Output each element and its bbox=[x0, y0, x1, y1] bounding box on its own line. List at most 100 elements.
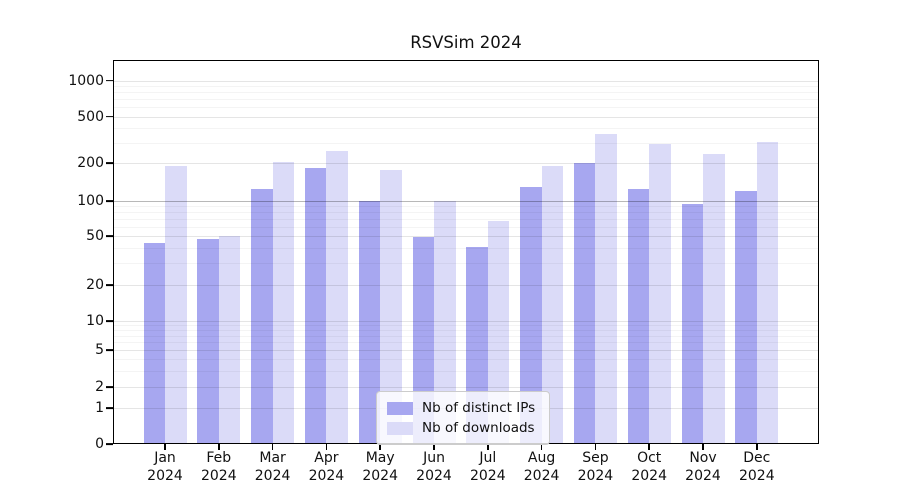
y-tick-label: 2 bbox=[95, 379, 104, 395]
major-gridline bbox=[113, 80, 819, 82]
minor-gridline bbox=[113, 99, 819, 101]
y-tick-mark bbox=[106, 349, 113, 351]
bar-may-distinct-ips bbox=[358, 201, 381, 444]
x-tick-label-may: May 2024 bbox=[345, 450, 415, 485]
bar-jun-downloads bbox=[434, 201, 456, 444]
minor-gridline bbox=[113, 325, 819, 327]
bar-jan-downloads bbox=[165, 166, 187, 444]
minor-gridline bbox=[113, 359, 819, 360]
y-tick-label: 500 bbox=[77, 108, 104, 125]
x-tick-year: 2024 bbox=[362, 467, 398, 484]
bar-jan-distinct-ips bbox=[143, 242, 165, 444]
major-gridline bbox=[113, 163, 819, 165]
bar-aug-downloads bbox=[541, 166, 564, 444]
minor-gridline bbox=[113, 342, 819, 344]
major-gridline bbox=[113, 116, 819, 118]
y-tick-mark bbox=[106, 386, 113, 388]
y-tick-mark bbox=[106, 235, 113, 237]
x-tick-mark bbox=[702, 444, 704, 450]
y-tick-label: 20 bbox=[86, 277, 104, 293]
y-tick-label: 200 bbox=[77, 155, 104, 172]
x-tick-mark bbox=[164, 444, 166, 450]
y-tick-mark bbox=[106, 443, 113, 445]
x-tick-label-dec: Dec 2024 bbox=[722, 450, 792, 485]
x-tick-year: 2024 bbox=[254, 467, 291, 484]
legend-label: Nb of downloads bbox=[422, 420, 535, 436]
x-tick-year: 2024 bbox=[631, 467, 667, 484]
minor-gridline bbox=[113, 219, 819, 220]
chart-title: RSVSim 2024 bbox=[410, 33, 522, 52]
y-tick-mark bbox=[106, 200, 113, 202]
minor-gridline bbox=[113, 212, 819, 214]
bar-oct-distinct-ips bbox=[627, 188, 650, 444]
legend-swatch-downloads bbox=[387, 421, 413, 435]
y-tick-mark bbox=[106, 79, 113, 82]
x-tick-year: 2024 bbox=[308, 467, 345, 484]
x-tick-mark bbox=[486, 444, 489, 450]
x-tick-mark bbox=[217, 444, 220, 450]
minor-gridline bbox=[113, 128, 819, 130]
x-tick-mark bbox=[648, 444, 651, 450]
minor-gridline bbox=[113, 92, 819, 94]
x-tick-year: 2024 bbox=[523, 467, 560, 484]
x-tick-label-aug: Aug 2024 bbox=[507, 450, 577, 485]
y-tick-mark bbox=[106, 115, 113, 118]
minor-gridline bbox=[113, 330, 819, 332]
bar-nov-distinct-ips bbox=[681, 203, 703, 444]
x-tick-mark bbox=[540, 444, 543, 450]
bar-mar-downloads bbox=[272, 162, 295, 444]
x-tick-label-jan: Jan 2024 bbox=[130, 450, 200, 485]
bar-sep-distinct-ips bbox=[573, 162, 596, 444]
bar-sep-downloads bbox=[595, 134, 617, 444]
major-gridline bbox=[113, 321, 819, 322]
major-gridline bbox=[113, 236, 819, 237]
minor-gridline bbox=[113, 142, 819, 144]
y-tick-mark bbox=[106, 407, 113, 409]
minor-gridline bbox=[113, 335, 819, 337]
x-tick-mark bbox=[433, 444, 435, 450]
x-tick-label-jun: Jun 2024 bbox=[399, 450, 469, 485]
minor-gridline bbox=[113, 263, 819, 265]
legend-label: Nb of distinct IPs bbox=[422, 400, 536, 416]
bar-jul-downloads bbox=[487, 221, 510, 444]
x-tick-label-oct: Oct 2024 bbox=[614, 450, 684, 485]
minor-gridline bbox=[113, 247, 819, 249]
plot-area bbox=[113, 60, 819, 444]
x-tick-year: 2024 bbox=[200, 467, 237, 484]
y-tick-mark bbox=[106, 284, 113, 286]
major-gridline bbox=[113, 285, 819, 286]
y-tick-mark bbox=[106, 162, 113, 165]
x-tick-label-jul: Jul 2024 bbox=[453, 450, 523, 485]
minor-gridline bbox=[113, 206, 819, 208]
x-tick-mark bbox=[594, 444, 597, 450]
bar-apr-downloads bbox=[326, 150, 348, 444]
x-tick-label-apr: Apr 2024 bbox=[291, 450, 361, 485]
bar-dec-downloads bbox=[756, 141, 779, 444]
x-tick-label-feb: Feb 2024 bbox=[184, 450, 254, 485]
x-tick-mark bbox=[755, 444, 758, 450]
legend: Nb of distinct IPs Nb of downloads bbox=[376, 391, 551, 445]
x-tick-year: 2024 bbox=[685, 467, 721, 484]
x-tick-year: 2024 bbox=[577, 467, 614, 484]
x-tick-label-nov: Nov 2024 bbox=[668, 450, 738, 485]
major-gridline bbox=[113, 201, 819, 202]
bar-feb-downloads bbox=[218, 236, 241, 444]
legend-item-distinct-ips: Nb of distinct IPs bbox=[387, 398, 535, 418]
bar-nov-downloads bbox=[703, 154, 725, 444]
x-tick-year: 2024 bbox=[416, 467, 452, 484]
minor-gridline bbox=[113, 226, 819, 228]
x-tick-year: 2024 bbox=[469, 467, 506, 484]
y-tick-label: 10 bbox=[86, 313, 104, 329]
x-tick-label-mar: Mar 2024 bbox=[238, 450, 308, 485]
x-tick-mark bbox=[271, 444, 274, 450]
bar-may-downloads bbox=[380, 169, 402, 444]
major-gridline bbox=[113, 387, 819, 388]
x-tick-mark bbox=[379, 444, 382, 450]
bar-feb-distinct-ips bbox=[197, 239, 219, 444]
x-tick-year: 2024 bbox=[147, 467, 183, 484]
x-tick-mark bbox=[325, 444, 328, 450]
bar-apr-distinct-ips bbox=[304, 167, 327, 444]
bar-oct-downloads bbox=[649, 143, 671, 444]
y-tick-label: 100 bbox=[77, 193, 104, 209]
